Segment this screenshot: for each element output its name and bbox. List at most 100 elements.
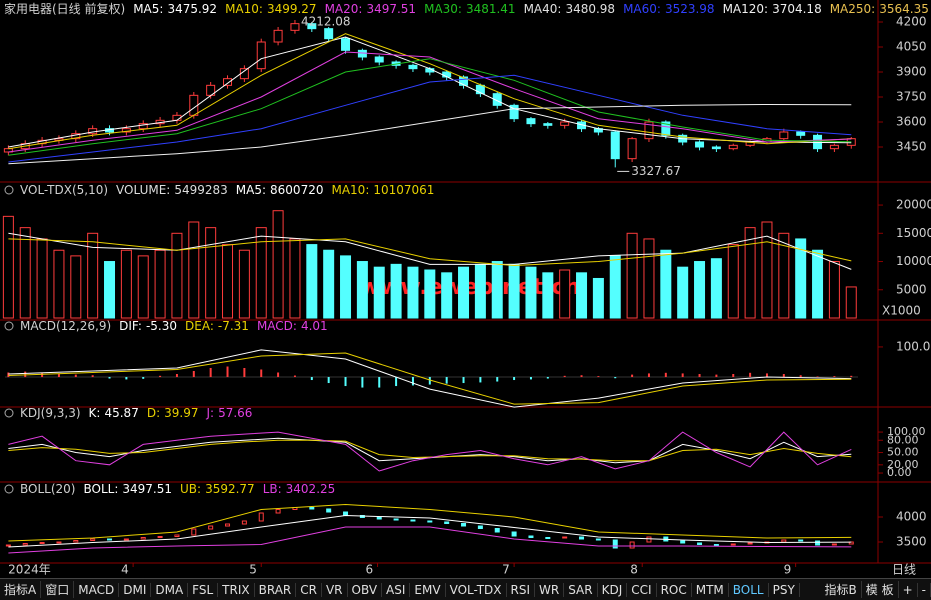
tab[interactable]: MACD: [74, 582, 120, 597]
y-tick-label: 15000: [896, 226, 931, 240]
volume-bar: [812, 249, 824, 319]
legend-value: 10107061: [373, 183, 434, 197]
tab[interactable]: DMA: [151, 582, 189, 597]
panel-header: 家用电器(日线 前复权) MA5: 3475.92 MA10: 3499.27 MA20:…: [4, 1, 929, 16]
legend-label: MA60:: [623, 2, 661, 16]
volume-bar: [744, 227, 756, 319]
y-tick-label: 3450: [896, 140, 927, 154]
panel-header: VOL-TDX(5,10) VOLUME: 5499283 MA5: 8600720 MA…: [20, 183, 434, 197]
legend-value: 3499.27: [267, 2, 317, 16]
tab[interactable]: WR: [535, 582, 565, 597]
boll-candle: [713, 544, 719, 546]
volume-bar: [104, 261, 116, 319]
candle-body: [526, 118, 536, 125]
legend-value: 4.01: [301, 319, 328, 333]
legend-label: MA250:: [830, 2, 876, 16]
tab[interactable]: EMV: [410, 582, 446, 597]
boll-candle: [831, 543, 837, 546]
legend-label: BOLL:: [83, 482, 118, 496]
volume-bar: [609, 255, 621, 319]
candle-body: [239, 68, 249, 80]
boll-candle: [646, 536, 652, 543]
volume-bar: [70, 255, 82, 319]
y-tick-label: 4050: [896, 40, 927, 54]
volume-bar: [592, 277, 604, 319]
tab[interactable]: 模 板: [862, 581, 899, 598]
candle-body: [374, 56, 384, 63]
boll-candle: [208, 525, 214, 530]
panel-title: BOLL(20): [20, 482, 75, 496]
candle-body: [779, 131, 789, 140]
y-tick-label: 20.00: [887, 458, 919, 471]
tab[interactable]: ROC: [657, 582, 692, 597]
tab[interactable]: ASI: [382, 582, 411, 597]
period-label: 日线: [892, 563, 916, 577]
volume-bar: [727, 244, 739, 319]
tab[interactable]: 指标A: [0, 581, 42, 598]
indicator-line: [8, 352, 852, 405]
candle-body: [324, 28, 334, 40]
boll-candle: [747, 542, 753, 545]
volume-bar: [559, 269, 571, 319]
y-tick-label: 5000: [896, 282, 927, 296]
tab[interactable]: PSY: [769, 582, 800, 597]
candle-body: [273, 29, 283, 43]
legend-label: LB:: [263, 482, 282, 496]
boll-candle: [393, 518, 399, 521]
unit-label: X1000: [882, 304, 921, 318]
volume-bar: [542, 272, 554, 319]
tab[interactable]: VOL-TDX: [446, 582, 507, 597]
volume-bar: [340, 255, 352, 319]
volume-bar: [255, 227, 267, 319]
tab[interactable]: OBV: [348, 582, 383, 597]
tab[interactable]: RSI: [507, 582, 536, 597]
indicator-line: [8, 51, 852, 153]
tab[interactable]: 窗口: [41, 581, 75, 598]
tab[interactable]: TRIX: [218, 582, 255, 597]
tab[interactable]: CR: [296, 582, 322, 597]
indicator-line: [8, 431, 852, 472]
legend-label: UB:: [180, 482, 201, 496]
y-tick-label: 3750: [896, 90, 927, 104]
boll-candle: [494, 528, 500, 533]
x-tick-label: 8: [630, 563, 638, 577]
tab[interactable]: KDJ: [598, 582, 628, 597]
volume-bar: [289, 238, 301, 319]
panel-title: 家用电器(日线 前复权): [4, 1, 125, 16]
indicator-line: [8, 103, 852, 165]
volume-bar: [53, 249, 65, 319]
tab[interactable]: BRAR: [255, 582, 297, 597]
tab[interactable]: 指标B: [821, 581, 862, 598]
tab[interactable]: CCI: [627, 582, 657, 597]
legend-label: D:: [147, 406, 160, 420]
volume-bar: [508, 263, 520, 319]
tab[interactable]: +: [899, 582, 918, 597]
tab[interactable]: DMI: [119, 582, 152, 597]
boll-candle: [528, 535, 534, 538]
boll-candle: [22, 543, 28, 546]
candle-body: [610, 131, 620, 160]
volume-bar: [407, 266, 419, 319]
indicator-line: [8, 74, 852, 163]
tab[interactable]: -: [918, 582, 931, 597]
legend-value: 3481.41: [466, 2, 516, 16]
tab[interactable]: VR: [322, 582, 348, 597]
candle-body: [475, 84, 485, 95]
tab[interactable]: FSL: [188, 582, 219, 597]
candle-body: [796, 131, 806, 136]
y-tick-label: 50.00: [887, 446, 919, 459]
legend-label: MA40:: [524, 2, 562, 16]
tab[interactable]: BOLL: [729, 582, 769, 597]
boll-candle: [730, 543, 736, 546]
x-tick-label: 2024年: [8, 563, 51, 577]
legend-value: 3480.98: [565, 2, 615, 16]
indicator-line: [8, 58, 852, 156]
volume-bar: [795, 238, 807, 319]
tab[interactable]: MTM: [692, 582, 729, 597]
volume-bar: [778, 232, 790, 319]
boll-candle: [376, 517, 382, 520]
boll-candle: [90, 538, 96, 541]
tab[interactable]: SAR: [564, 582, 598, 597]
y-tick-label: 3600: [896, 115, 927, 129]
